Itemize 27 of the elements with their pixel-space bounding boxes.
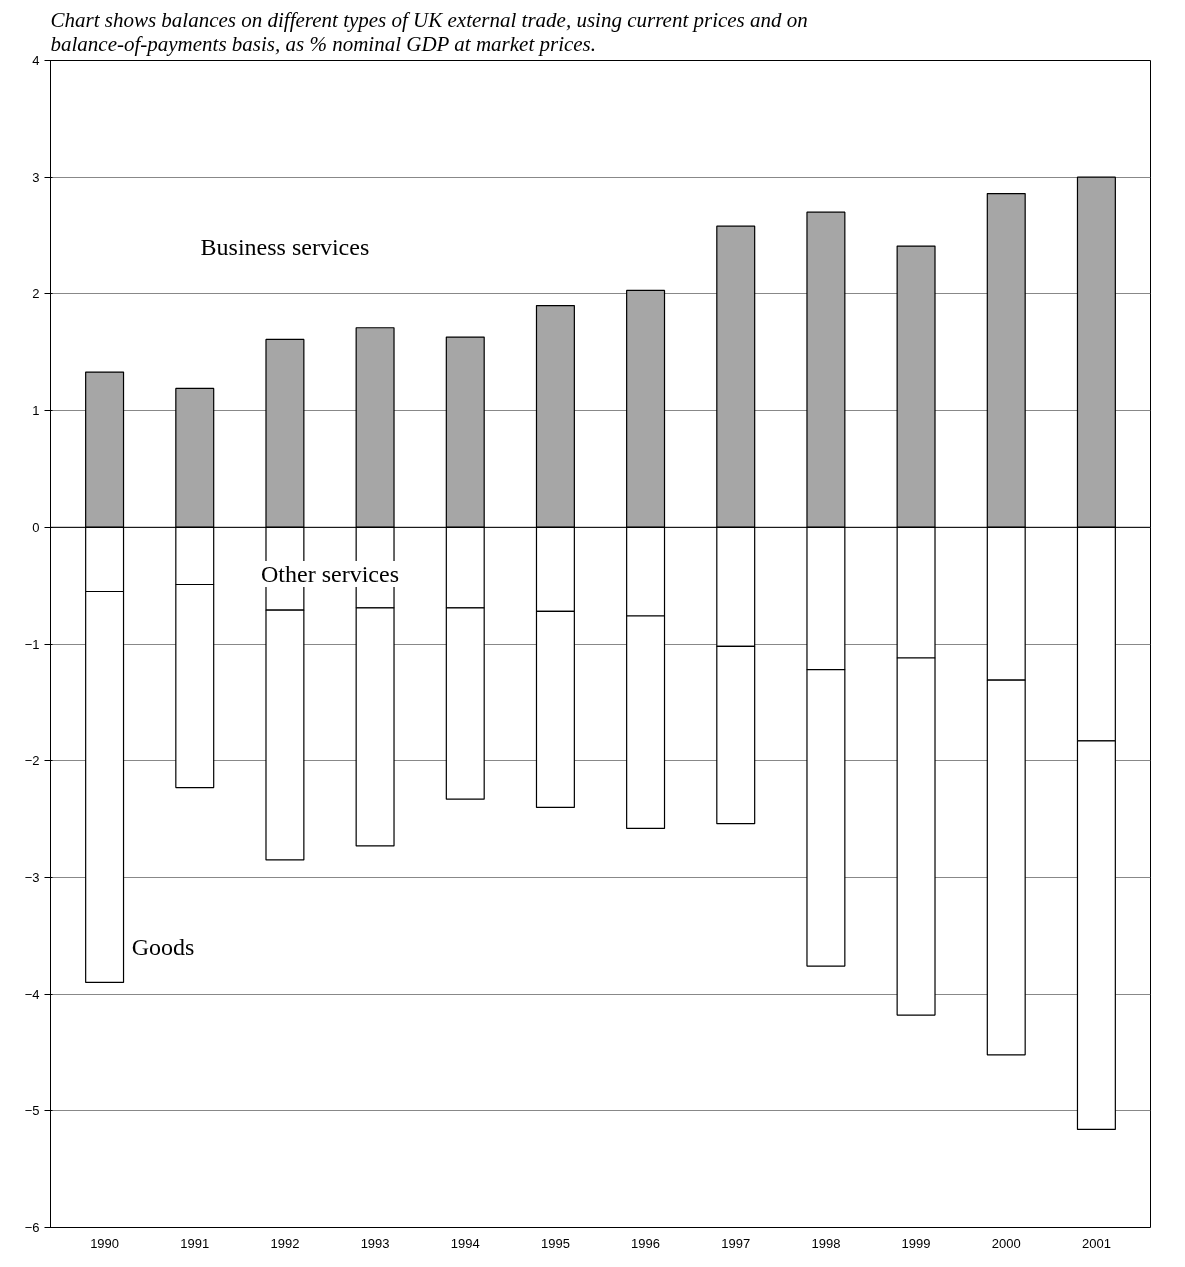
y-tick-label: −1 [24, 636, 40, 652]
x-tick-label: 1994 [450, 1235, 480, 1251]
x-tick-label: 2001 [1081, 1235, 1111, 1251]
text: Business services [200, 234, 370, 261]
x-tick-label: 1990 [90, 1235, 120, 1251]
y-tick-label: 4 [32, 53, 40, 68]
x-tick-label: 1999 [901, 1235, 931, 1251]
y-tick-label: 3 [32, 169, 40, 185]
x-tick-label: 1996 [631, 1235, 661, 1251]
series-label: Other services [261, 560, 399, 587]
y-tick-label: 2 [32, 286, 40, 302]
y-tick-label: −4 [24, 986, 40, 1002]
y-tick-label: −3 [24, 869, 40, 885]
x-tick-label: 1993 [360, 1235, 390, 1251]
y-tick-label: 1 [32, 403, 40, 419]
x-tick-label: 1991 [180, 1235, 210, 1251]
y-tick-label: 0 [32, 519, 40, 535]
x-tick-label: 1995 [540, 1235, 570, 1251]
x-tick-label: 1992 [270, 1235, 300, 1251]
x-tick-label: 1998 [811, 1235, 841, 1251]
x-tick-label: 1997 [721, 1235, 751, 1251]
x-tick-label: 2000 [991, 1235, 1021, 1251]
chart-title: Chart shows balances on different types of UK external trade, using current prices and on balance-of-payments basis, as % nominal GDP at market prices. [50, 7, 808, 56]
y-tick-label: −6 [24, 1220, 40, 1235]
y-tick-label: −2 [24, 753, 40, 769]
series-label: Goods [131, 934, 195, 961]
y-tick-label: −5 [24, 1103, 40, 1119]
